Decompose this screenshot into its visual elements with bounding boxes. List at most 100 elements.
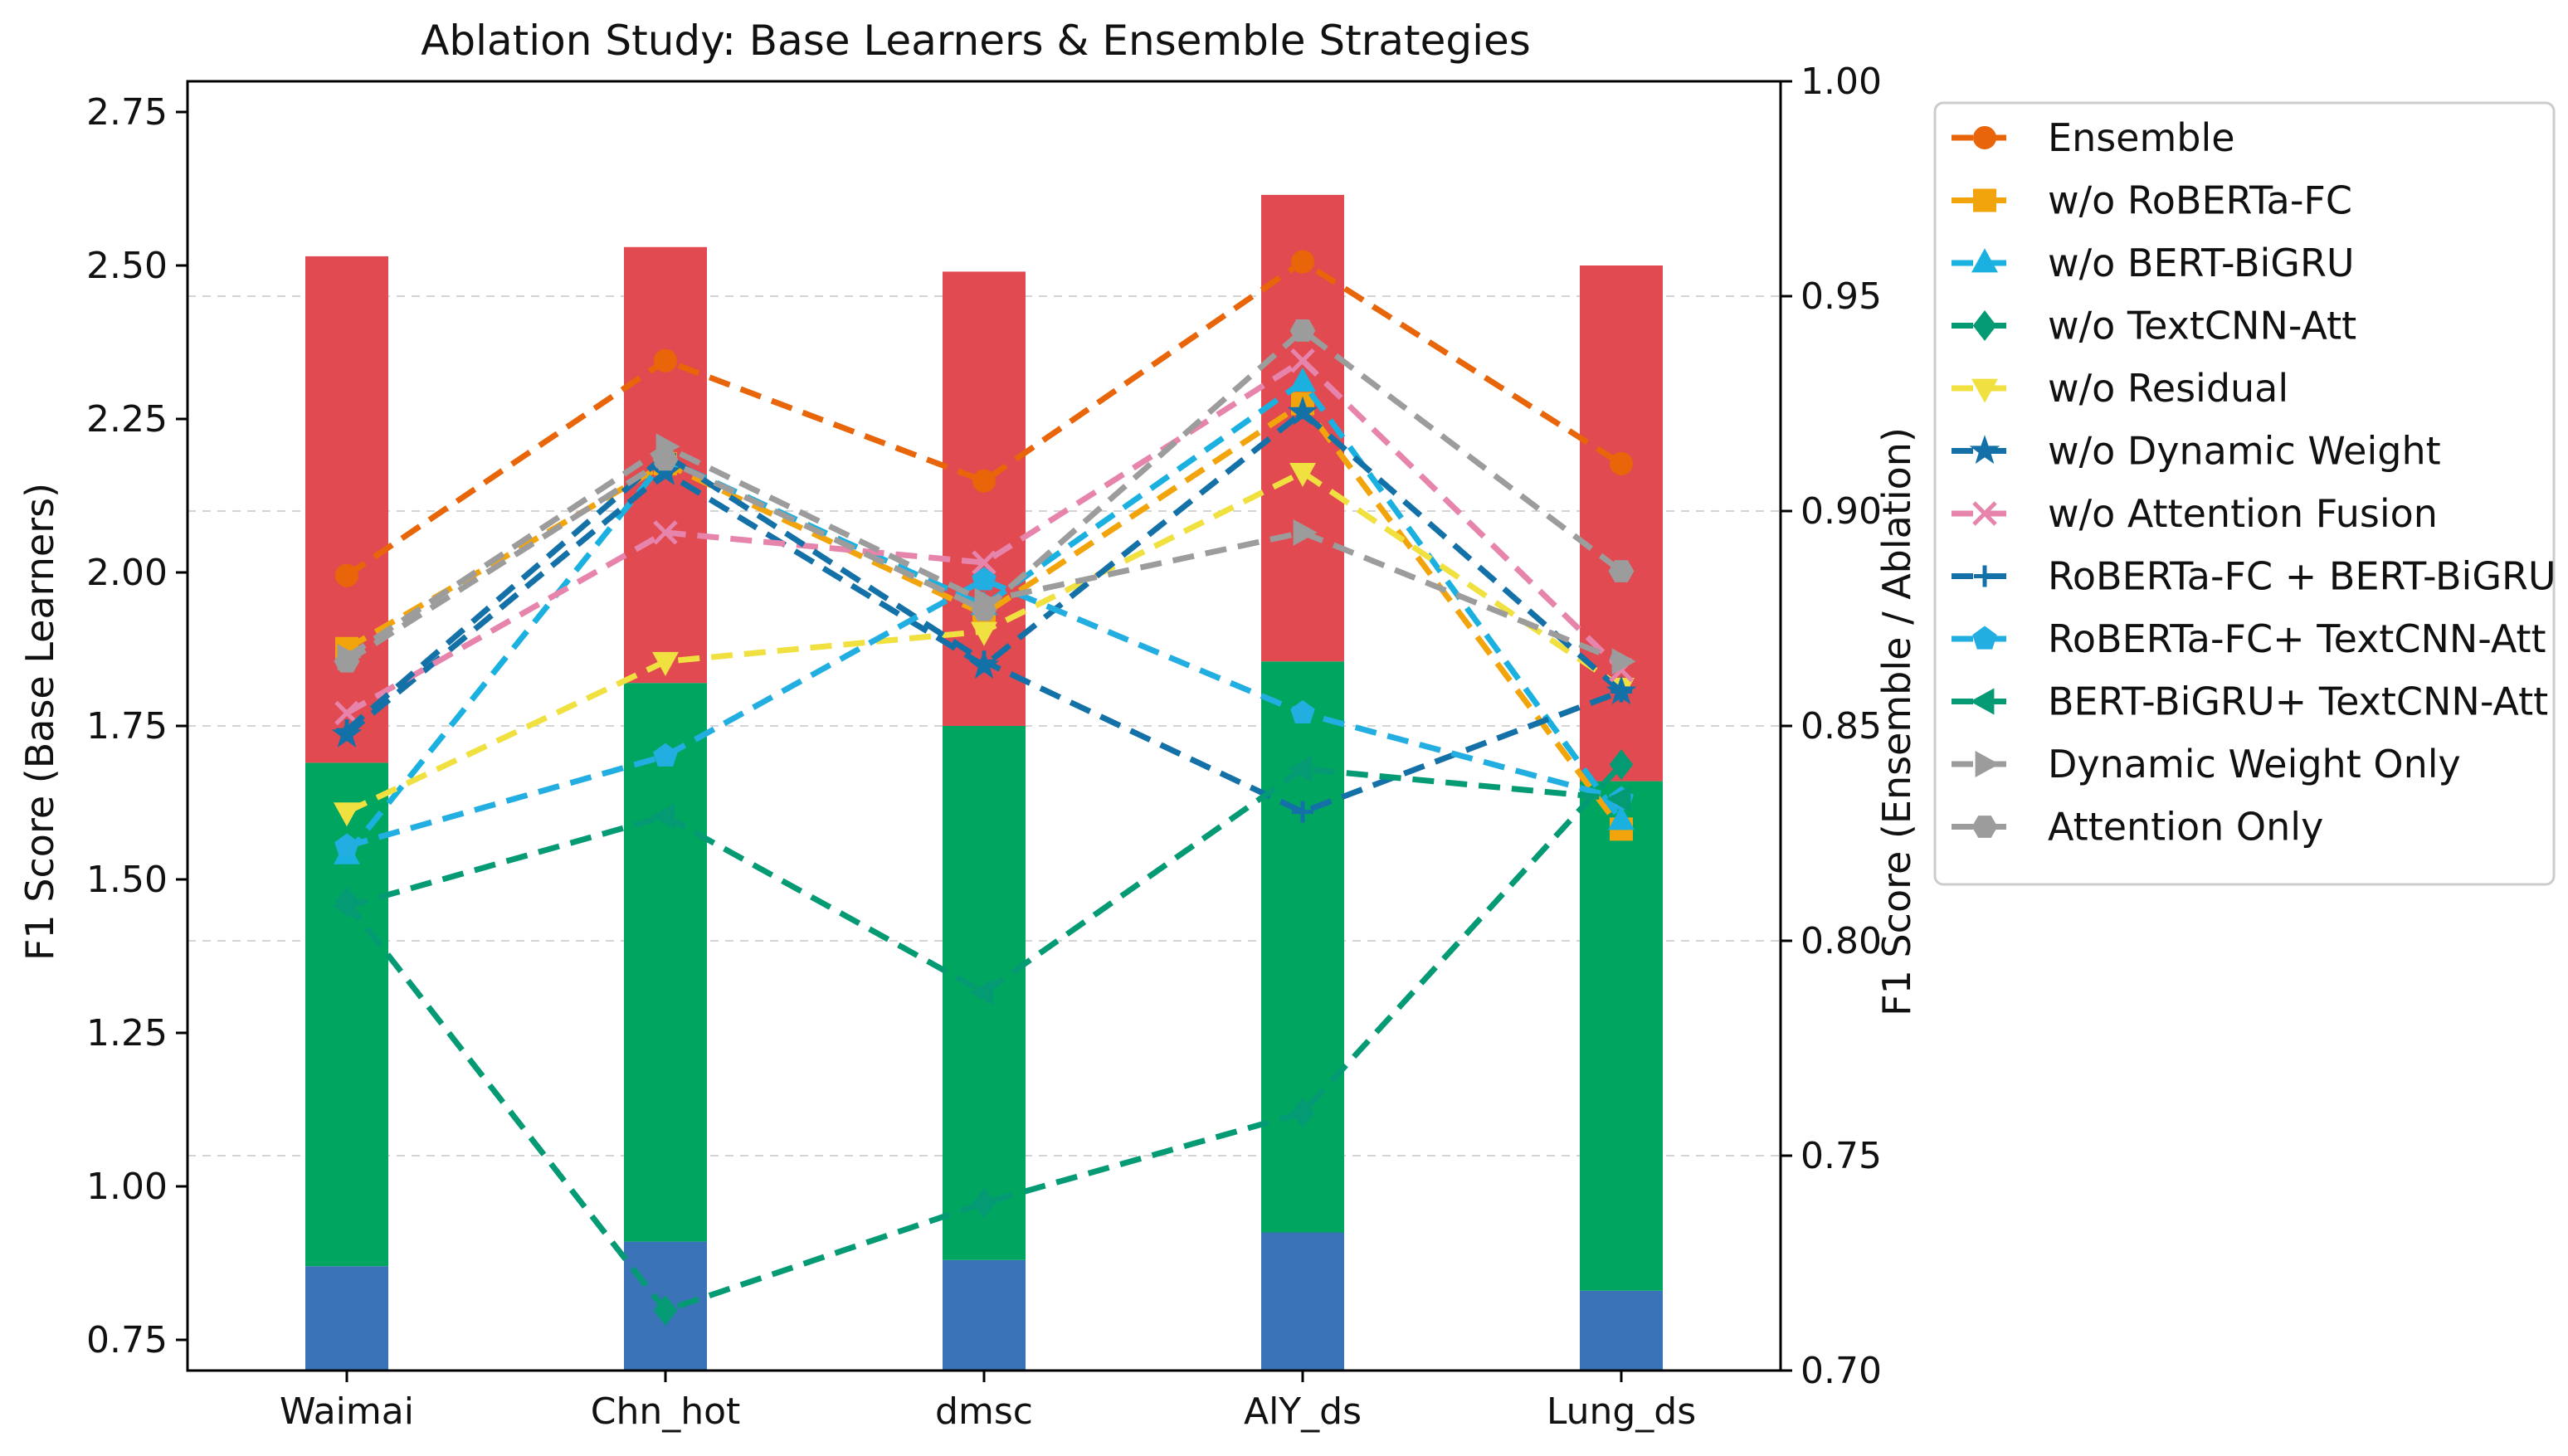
- legend-item-w-o-textcnn-att: w/o TextCNN-Att: [1952, 304, 2356, 348]
- point-w-o-bert-bigru-lung-ds: [1608, 806, 1635, 830]
- point-bert-bigru-textcnn-att-chn-hot: [651, 802, 675, 830]
- series-w-o-textcnn-att: [334, 749, 1634, 1327]
- point-roberta-fc-textcnn-att-waimai: [334, 833, 359, 857]
- point-ensemble-lung-ds: [1610, 452, 1633, 476]
- point-ensemble-waimai: [335, 563, 358, 587]
- legend-item-w-o-bert-bigru: w/o BERT-BiGRU: [1952, 241, 2355, 285]
- legend-item-ensemble: Ensemble: [1952, 115, 2235, 160]
- legend-item-bert-bigru-textcnn-att: BERT-BiGRU+ TextCNN-Att: [1952, 679, 2548, 724]
- point-ensemble-aly-ds: [1291, 250, 1314, 274]
- legend-marker: [1971, 378, 1998, 403]
- left-tick-label: 0.75: [86, 1319, 168, 1361]
- legend-marker: [1972, 501, 1997, 526]
- right-axis-label: F1 Score (Ensemble / Ablation): [1874, 427, 1919, 1016]
- x-tick-label-lung-ds: Lung_ds: [1547, 1390, 1696, 1433]
- point-w-o-textcnn-att-dmsc: [972, 1187, 997, 1219]
- right-tick-label: 0.95: [1801, 275, 1882, 318]
- point-dynamic-weight-only-aly-ds: [1293, 519, 1318, 546]
- legend-label: Ensemble: [2048, 115, 2235, 160]
- bar-bert-bigru-aly-ds: [1261, 661, 1344, 1233]
- right-tick-label: 0.90: [1801, 490, 1882, 533]
- line-w-o-attention-fusion: [345, 358, 1624, 716]
- point-attention-only-waimai: [334, 650, 360, 673]
- left-tick-label: 1.50: [86, 859, 168, 901]
- legend-marker: [1972, 309, 1997, 342]
- right-tick-label: 1.00: [1801, 61, 1882, 103]
- legend-item-w-o-roberta-fc: w/o RoBERTa-FC: [1952, 178, 2352, 223]
- point-w-o-attention-fusion-chn-hot: [653, 520, 678, 545]
- left-tick-label: 2.50: [86, 245, 168, 287]
- legend-marker: [1972, 626, 1997, 650]
- legend: Ensemble w/o RoBERTa-FC w/o BERT-BiGRU w/o …: [1933, 101, 2556, 886]
- bar-roberta-fc-waimai: [305, 1266, 388, 1371]
- point-roberta-fc-bert-bigru-dmsc: [973, 650, 995, 673]
- point-w-o-textcnn-att-aly-ds: [1290, 1097, 1315, 1128]
- x-tick-label-waimai: Waimai: [280, 1390, 414, 1433]
- x-tick-label-chn-hot: Chn_hot: [591, 1390, 741, 1433]
- line-attention-only: [345, 327, 1624, 665]
- legend-label: Attention Only: [2048, 805, 2323, 850]
- legend-label: RoBERTa-FC+ TextCNN-Att: [2048, 616, 2546, 661]
- bar-bert-bigru-lung-ds: [1580, 781, 1663, 1291]
- point-w-o-dynamic-weight-chn-hot: [650, 456, 681, 485]
- legend-item-dynamic-weight-only: Dynamic Weight Only: [1952, 742, 2461, 786]
- point-w-o-residual-aly-ds: [1289, 462, 1316, 488]
- right-tick-label: 0.85: [1801, 705, 1882, 747]
- left-tick-label: 1.00: [86, 1166, 168, 1208]
- bar-textcnn-att-waimai: [305, 256, 388, 763]
- point-w-o-residual-chn-hot: [652, 651, 679, 676]
- point-attention-only-lung-ds: [1608, 560, 1635, 582]
- point-roberta-fc-textcnn-att-dmsc: [972, 567, 997, 591]
- left-tick-label: 2.00: [86, 552, 168, 594]
- x-tick-label-aly-ds: AlY_ds: [1244, 1390, 1362, 1433]
- legend-marker: [1969, 435, 2000, 465]
- point-w-o-attention-fusion-dmsc: [972, 550, 997, 575]
- point-w-o-textcnn-att-chn-hot: [653, 1294, 678, 1327]
- legend-box: [1933, 101, 2556, 886]
- left-axis-label: F1 Score (Base Learners): [17, 483, 62, 961]
- right-tick-label: 0.70: [1801, 1350, 1882, 1392]
- point-roberta-fc-bert-bigru-lung-ds: [1610, 680, 1632, 703]
- point-ensemble-chn-hot: [654, 348, 677, 373]
- legend-label: w/o Attention Fusion: [2048, 491, 2438, 536]
- legend-label: w/o RoBERTa-FC: [2048, 178, 2352, 223]
- point-w-o-residual-dmsc: [971, 621, 997, 646]
- legend-item-w-o-dynamic-weight: w/o Dynamic Weight: [1952, 429, 2441, 474]
- legend-item-roberta-fc-textcnn-att: RoBERTa-FC+ TextCNN-Att: [1952, 616, 2546, 661]
- right-tick-label: 0.75: [1801, 1135, 1882, 1177]
- line-ensemble: [345, 259, 1623, 578]
- axis-layer: 0.75 1.00 1.25 1.50 1.75 2.00 2.25 2.50 2.75 0.70…: [86, 61, 1882, 1433]
- left-tick-label: 2.75: [86, 91, 168, 134]
- bar-bert-bigru-chn-hot: [624, 683, 707, 1242]
- point-roberta-fc-textcnn-att-aly-ds: [1290, 699, 1315, 724]
- point-w-o-dynamic-weight-aly-ds: [1287, 396, 1318, 426]
- point-roberta-fc-bert-bigru-aly-ds: [1292, 801, 1313, 823]
- series-attention-only: [334, 319, 1635, 673]
- point-w-o-attention-fusion-aly-ds: [1290, 348, 1315, 373]
- point-attention-only-chn-hot: [652, 448, 679, 471]
- line-w-o-textcnn-att: [344, 762, 1624, 1313]
- legend-marker: [1970, 688, 1995, 715]
- legend-item-w-o-residual: w/o Residual: [1952, 366, 2288, 411]
- legend-label: w/o Dynamic Weight: [2048, 429, 2441, 474]
- point-roberta-fc-textcnn-att-chn-hot: [653, 743, 678, 767]
- legend-label: w/o Residual: [2048, 366, 2288, 411]
- series-bert-bigru-textcnn-att: [332, 755, 1631, 1006]
- legend-label: RoBERTa-FC + BERT-BiGRU: [2048, 554, 2556, 599]
- point-bert-bigru-textcnn-att-dmsc: [969, 979, 994, 1006]
- legend-marker: [1971, 248, 1998, 273]
- chart-title: Ablation Study: Base Learners & Ensemble…: [421, 17, 1531, 65]
- x-tick-label-dmsc: dmsc: [935, 1390, 1033, 1433]
- bar-roberta-fc-lung-ds: [1580, 1290, 1663, 1371]
- legend-label: BERT-BiGRU+ TextCNN-Att: [2048, 679, 2548, 724]
- legend-item-attention-only: Attention Only: [1952, 805, 2323, 850]
- point-w-o-textcnn-att-lung-ds: [1609, 749, 1634, 781]
- point-w-o-residual-waimai: [334, 802, 360, 827]
- point-ensemble-dmsc: [972, 469, 996, 493]
- legend-marker: [1971, 816, 1998, 838]
- legend-marker: [1975, 751, 2000, 777]
- point-w-o-bert-bigru-aly-ds: [1289, 367, 1316, 392]
- legend-label: Dynamic Weight Only: [2048, 742, 2461, 786]
- bar-roberta-fc-dmsc: [943, 1259, 1026, 1371]
- legend-marker: [1973, 188, 1996, 212]
